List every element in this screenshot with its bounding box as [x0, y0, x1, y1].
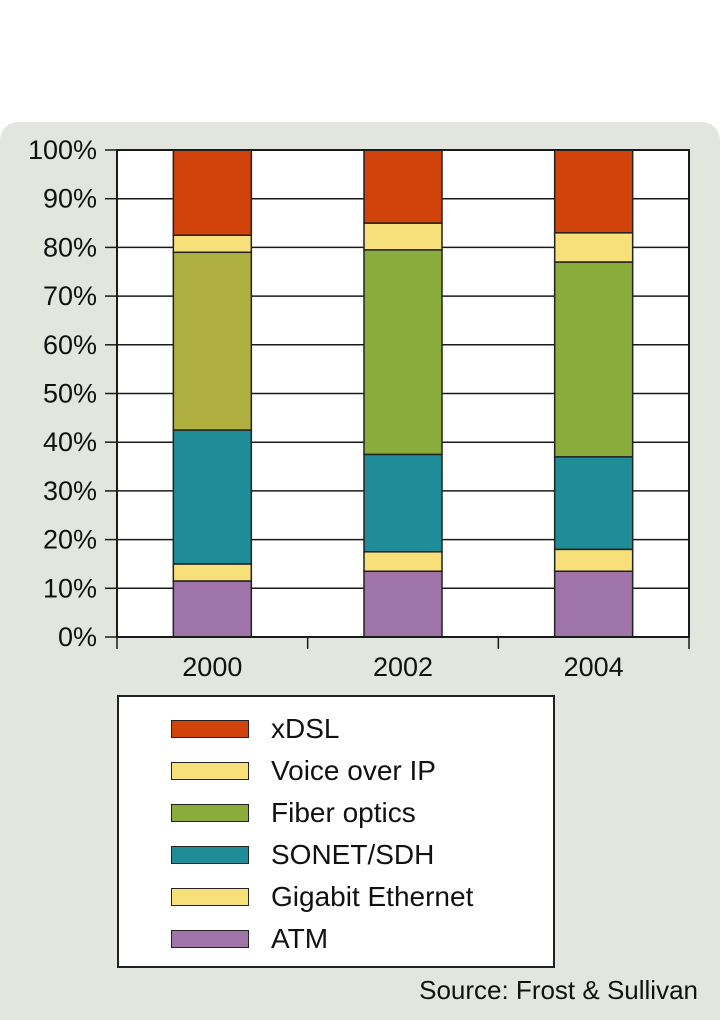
bar-gigabit-ethernet-2000	[172, 563, 253, 582]
legend-swatch-atm	[171, 930, 249, 948]
legend-item-gigabit-ethernet: Gigabit Ethernet	[171, 877, 473, 917]
legend-swatch-gigabit-ethernet	[171, 888, 249, 906]
legend-label-fiber-optics: Fiber optics	[271, 797, 416, 828]
bar-sonet-sdh-2000	[172, 429, 253, 565]
bar-xdsl-2002	[363, 149, 443, 224]
bar-sonet-sdh-2004	[553, 456, 634, 551]
legend-swatch-sonet-sdh	[171, 846, 249, 864]
legend-label-sonet-sdh: SONET/SDH	[271, 839, 435, 870]
legend-label-gigabit-ethernet: Gigabit Ethernet	[271, 881, 474, 912]
y-tick-label: 40%	[43, 427, 97, 457]
bar-voice-over-ip-2000	[172, 234, 253, 254]
bar-gigabit-ethernet-2004	[553, 548, 634, 573]
y-tick-label: 10%	[43, 573, 97, 603]
plot-frame	[116, 149, 690, 638]
y-tick-label: 0%	[58, 622, 97, 652]
source-note: Source: Frost & Sullivan	[419, 975, 698, 1005]
y-tick-label: 100%	[28, 135, 97, 165]
bar-xdsl-2004	[553, 149, 634, 234]
y-tick-label: 80%	[43, 232, 97, 262]
legend-label-xdsl: xDSL	[271, 713, 340, 744]
y-tick-label: 60%	[43, 330, 97, 360]
x-tick-label: 2002	[373, 652, 433, 682]
legend-item-sonet-sdh: SONET/SDH	[171, 835, 434, 875]
legend-label-voice-over-ip: Voice over IP	[271, 755, 436, 786]
y-tick-label: 70%	[43, 281, 97, 311]
bar-atm-2004	[553, 570, 634, 638]
legend-item-fiber-optics: Fiber optics	[171, 793, 416, 833]
y-tick-label: 50%	[43, 379, 97, 409]
legend-swatch-xdsl	[171, 720, 249, 738]
bar-fiber-optics-2004	[553, 261, 634, 458]
legend-swatch-fiber-optics	[171, 804, 249, 822]
y-tick-label: 90%	[43, 184, 97, 214]
bar-voice-over-ip-2004	[553, 232, 634, 263]
legend-item-xdsl: xDSL	[171, 709, 339, 749]
x-tick-label: 2004	[564, 652, 624, 682]
bar-xdsl-2000	[172, 149, 253, 236]
bar-atm-2000	[172, 580, 253, 638]
bar-fiber-optics-2002	[363, 249, 443, 456]
legend-swatch-voice-over-ip	[171, 762, 249, 780]
legend-item-voice-over-ip: Voice over IP	[171, 751, 436, 791]
bar-gigabit-ethernet-2002	[363, 551, 443, 573]
legend: xDSL Voice over IP Fiber optics SONET/SD…	[117, 695, 555, 968]
bar-fiber-optics-2000	[172, 251, 253, 431]
legend-item-atm: ATM	[171, 919, 328, 959]
bar-voice-over-ip-2002	[363, 222, 443, 251]
y-tick-label: 30%	[43, 476, 97, 506]
bar-sonet-sdh-2002	[363, 453, 443, 553]
x-tick-label: 2000	[182, 652, 242, 682]
y-tick-label: 20%	[43, 525, 97, 555]
bar-atm-2002	[363, 570, 443, 638]
legend-label-atm: ATM	[271, 923, 329, 954]
